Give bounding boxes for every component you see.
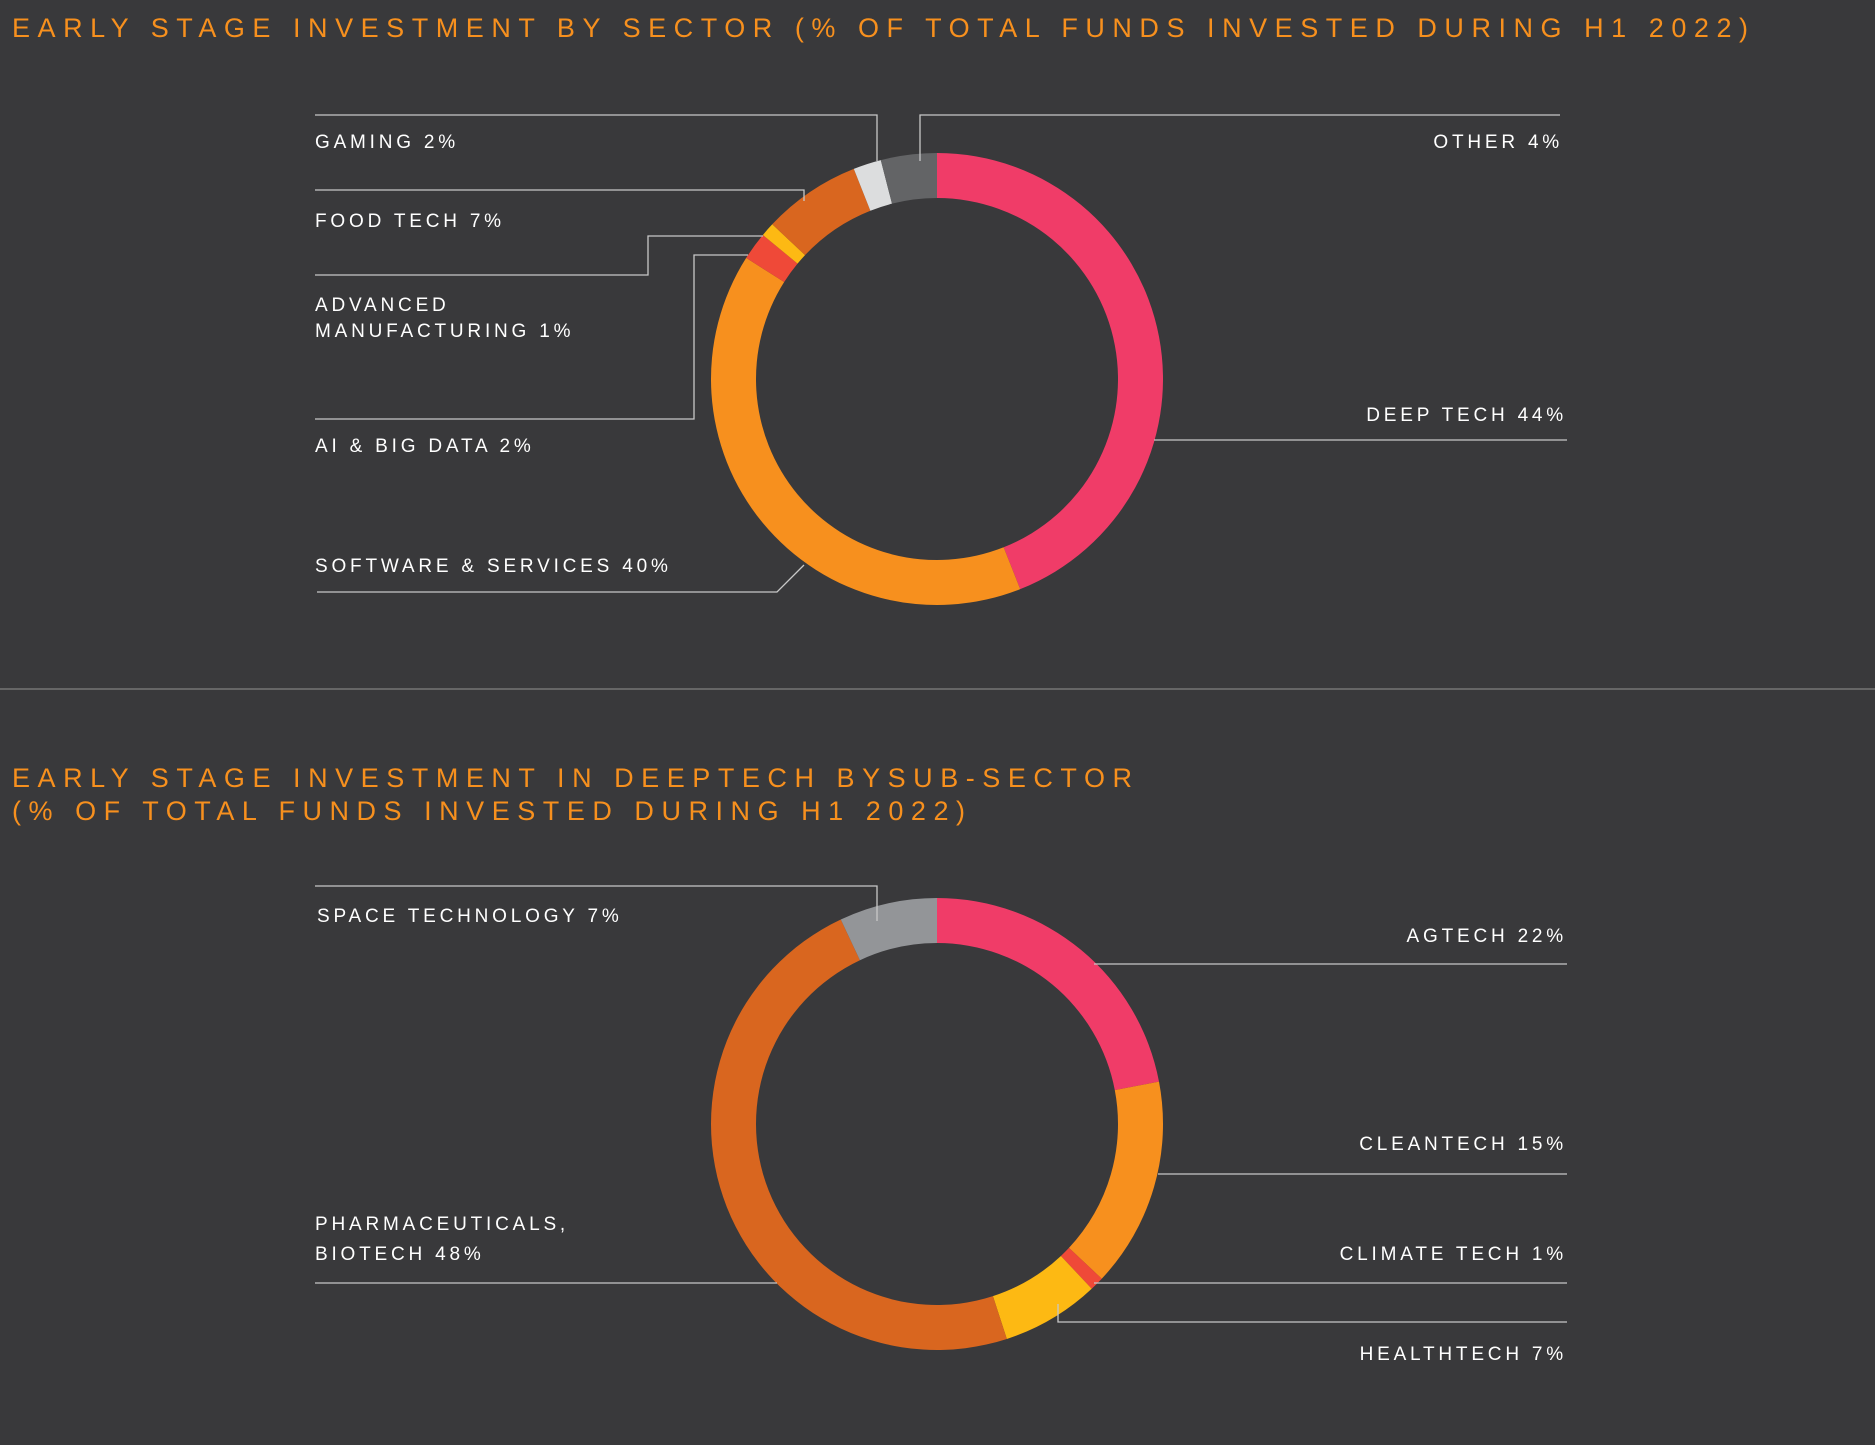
leader-healthtech [1057,1304,1567,1323]
leader-food-tech [315,189,805,201]
slice-climate-tech [1060,1247,1102,1289]
label-software: SOFTWARE & SERVICES 40% [315,556,672,577]
label-space-technology: SPACE TECHNOLOGY 7% [317,906,623,927]
leader-software [317,564,805,593]
label-other: OTHER 4% [1433,132,1563,153]
label-pharma-1: PHARMACEUTICALS, [315,1214,569,1235]
slice-advanced-manufacturing [762,224,806,264]
label-agtech: AGTECH 22% [1407,926,1567,947]
leader-other [919,114,1560,161]
slice-other [880,153,937,204]
leader-gaming [315,114,878,161]
chart-2-title-line-1: EARLY STAGE INVESTMENT IN DEEPTECH BYSUB… [12,763,1132,793]
leader-ai-big-data [315,254,748,420]
label-gaming: GAMING 2% [315,132,459,153]
label-healthtech: HEALTHTECH 7% [1360,1344,1567,1365]
label-advanced-manufacturing-2: MANUFACTURING 1% [315,321,574,342]
donut-chart-sector [710,153,1163,605]
slice-pharmaceuticals-biotech [711,919,1007,1350]
slice-agtech [937,898,1159,1091]
donut-chart-deeptech [711,898,1163,1350]
leader-advanced-manufacturing [315,235,763,276]
label-food-tech: FOOD TECH 7% [315,211,505,232]
label-climate-tech: CLIMATE TECH 1% [1340,1244,1567,1265]
leader-space-technology [315,885,878,921]
slice-deep-tech [937,153,1163,590]
slice-cleantech [1068,1081,1163,1279]
slice-space-technology [840,898,937,961]
slice-gaming [853,160,892,211]
slice-healthtech [992,1255,1092,1339]
label-pharma-2: BIOTECH 48% [315,1244,485,1265]
label-deep-tech: DEEP TECH 44% [1366,405,1567,426]
label-cleantech: CLEANTECH 15% [1359,1134,1567,1155]
slice-ai-big-data [746,234,798,283]
slice-software-services [710,257,1021,605]
slice-food-tech [772,168,871,256]
label-ai-big-data: AI & BIG DATA 2% [315,436,535,457]
label-advanced-manufacturing-1: ADVANCED [315,295,450,316]
